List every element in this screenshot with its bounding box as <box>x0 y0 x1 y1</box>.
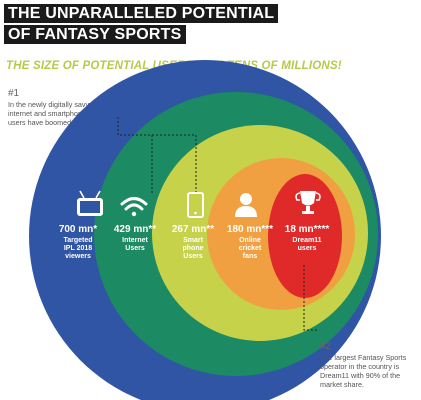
ipl-viewers-label-line: viewers <box>65 253 91 260</box>
note-1-line: users have boomed <box>8 118 72 127</box>
smartphone-users-label-line: Users <box>183 253 203 260</box>
wifi-icon <box>120 197 148 217</box>
internet-users-label-line: Users <box>125 245 145 252</box>
title-line-2: OF FANTASY SPORTS <box>4 25 186 44</box>
circle-dream11-users <box>268 174 342 298</box>
note-1-text: In the newly digitally savvy India, inte… <box>8 100 128 127</box>
dream11-users-label-line: users <box>298 245 317 252</box>
dream11-users-label-line: Dream11 <box>292 237 321 244</box>
note-2-line: The largest Fantasy Sports <box>320 353 407 362</box>
smartphone-users-label-line: phone <box>183 245 204 252</box>
cricket-fans-label-line: cricket <box>239 245 262 252</box>
note-2-line: market share. <box>320 380 364 389</box>
note-1-leader-line <box>117 117 197 195</box>
smartphone-users-value: 267 mn** <box>172 224 214 235</box>
smartphone-icon <box>187 192 204 218</box>
note-2-leader-line <box>303 265 318 331</box>
note-2-number: #2 <box>320 341 332 352</box>
ipl-viewers-value: 700 mn* <box>59 224 97 235</box>
cricket-fans-value: 180 mn*** <box>227 224 273 235</box>
cricket-fans-label-line: fans <box>243 253 258 260</box>
note-2-line: Dream11 with 90% of the <box>320 371 401 380</box>
ipl-viewers-label-line: IPL 2018 <box>64 245 92 252</box>
note-1-line: In the newly digitally savvy India, <box>8 100 113 109</box>
internet-users-label-line: Internet <box>122 237 148 244</box>
person-icon <box>235 193 257 217</box>
trophy-icon <box>295 191 321 214</box>
dream11-users-value: 18 mn**** <box>285 224 330 235</box>
title-line-1: THE UNPARALLELED POTENTIAL <box>4 4 279 23</box>
smartphone-users-label-line: Smart <box>183 237 204 244</box>
tv-icon <box>77 190 103 216</box>
note-1-line: internet and smartphone <box>8 109 86 118</box>
note-1-number: #1 <box>8 88 20 99</box>
cricket-fans-label-line: Online <box>239 237 261 244</box>
ipl-viewers-label-line: Targeted <box>63 237 92 244</box>
note-2-line: operator in the country is <box>320 362 400 371</box>
note-2-text: The largest Fantasy Sports operator in t… <box>320 353 420 389</box>
internet-users-value: 429 mn** <box>114 224 156 235</box>
